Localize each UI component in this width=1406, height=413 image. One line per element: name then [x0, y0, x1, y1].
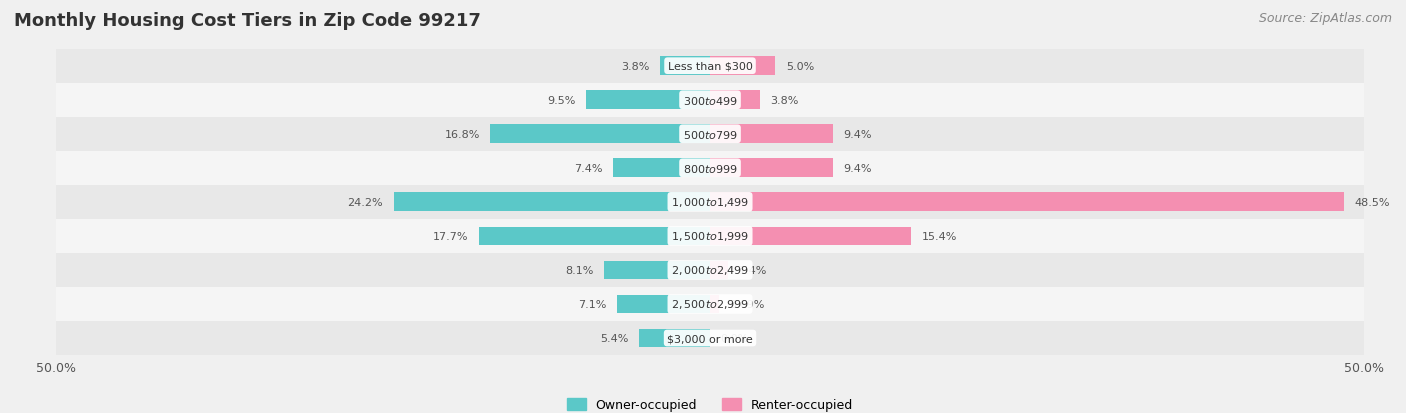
Bar — [56, 152, 1364, 185]
Bar — [710, 159, 832, 178]
Text: 24.2%: 24.2% — [347, 197, 382, 207]
Text: 0.0%: 0.0% — [720, 333, 749, 343]
Text: $2,500 to $2,999: $2,500 to $2,999 — [671, 298, 749, 311]
Bar — [710, 261, 728, 280]
Text: $2,000 to $2,499: $2,000 to $2,499 — [671, 264, 749, 277]
Text: 15.4%: 15.4% — [922, 231, 957, 241]
Bar — [661, 57, 710, 76]
Text: 9.4%: 9.4% — [844, 164, 872, 173]
Text: $800 to $999: $800 to $999 — [682, 162, 738, 174]
Bar — [710, 295, 718, 313]
Text: $500 to $799: $500 to $799 — [682, 128, 738, 140]
Text: $1,000 to $1,499: $1,000 to $1,499 — [671, 196, 749, 209]
Text: 48.5%: 48.5% — [1354, 197, 1391, 207]
Text: 5.4%: 5.4% — [600, 333, 628, 343]
Text: 7.1%: 7.1% — [578, 299, 607, 309]
Bar — [710, 193, 1344, 212]
Legend: Owner-occupied, Renter-occupied: Owner-occupied, Renter-occupied — [562, 393, 858, 413]
Bar — [491, 125, 710, 144]
Text: 9.4%: 9.4% — [844, 129, 872, 140]
Text: $3,000 or more: $3,000 or more — [668, 333, 752, 343]
Text: 17.7%: 17.7% — [433, 231, 468, 241]
Bar — [56, 253, 1364, 287]
Bar — [586, 91, 710, 110]
Text: 5.0%: 5.0% — [786, 62, 814, 71]
Bar — [617, 295, 710, 313]
Text: 0.69%: 0.69% — [730, 299, 765, 309]
Bar — [640, 329, 710, 348]
Bar — [56, 185, 1364, 219]
Bar — [710, 125, 832, 144]
Text: 1.4%: 1.4% — [738, 265, 768, 275]
Text: 9.5%: 9.5% — [547, 95, 575, 105]
Bar — [710, 227, 911, 246]
Bar — [56, 83, 1364, 117]
Bar — [56, 117, 1364, 152]
Bar — [56, 219, 1364, 253]
Bar — [394, 193, 710, 212]
Text: 7.4%: 7.4% — [574, 164, 603, 173]
Text: 16.8%: 16.8% — [444, 129, 479, 140]
Text: 3.8%: 3.8% — [770, 95, 799, 105]
Bar — [56, 287, 1364, 321]
Text: 3.8%: 3.8% — [621, 62, 650, 71]
Text: Source: ZipAtlas.com: Source: ZipAtlas.com — [1258, 12, 1392, 25]
Bar — [478, 227, 710, 246]
Bar — [710, 57, 776, 76]
Bar — [613, 159, 710, 178]
Text: Less than $300: Less than $300 — [668, 62, 752, 71]
Text: 8.1%: 8.1% — [565, 265, 593, 275]
Bar — [710, 91, 759, 110]
Bar — [56, 50, 1364, 83]
Bar — [605, 261, 710, 280]
Text: $1,500 to $1,999: $1,500 to $1,999 — [671, 230, 749, 243]
Text: Monthly Housing Cost Tiers in Zip Code 99217: Monthly Housing Cost Tiers in Zip Code 9… — [14, 12, 481, 30]
Text: $300 to $499: $300 to $499 — [682, 95, 738, 107]
Bar — [56, 321, 1364, 355]
